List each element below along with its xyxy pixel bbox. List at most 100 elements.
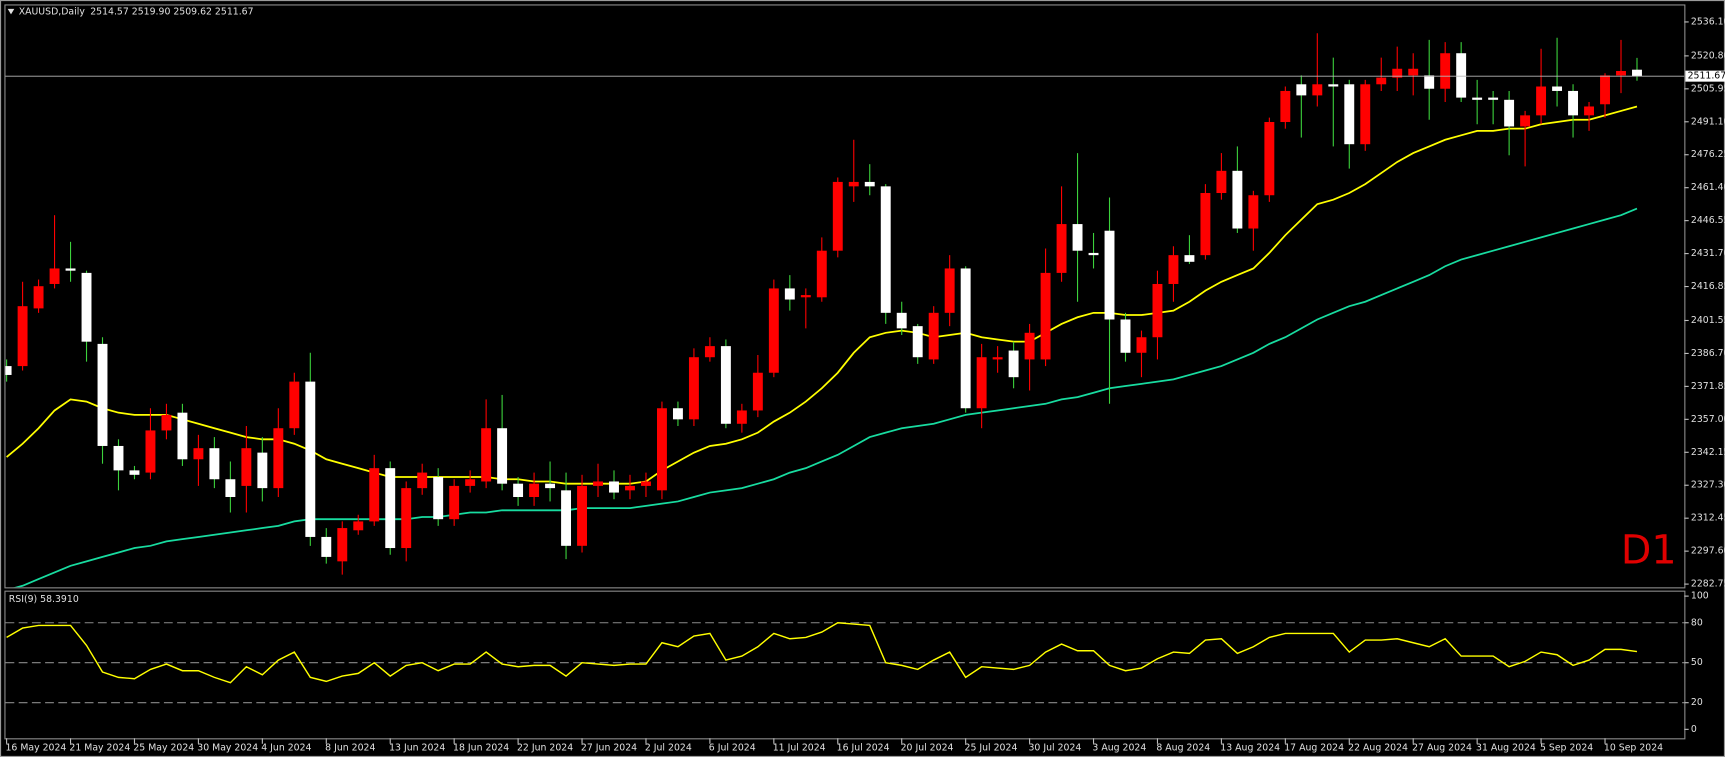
y-tick-label: 2416.85 (1691, 281, 1725, 292)
x-tick-label: 22 Jun 2024 (517, 743, 573, 754)
candle-body (992, 357, 1003, 360)
candle-body (353, 521, 364, 531)
candle-body (1616, 70, 1626, 76)
candle-body (49, 268, 60, 284)
y-tick-label: 80 (1691, 617, 1703, 628)
candle-body (752, 372, 763, 411)
y-tick-label: 2297.60 (1691, 546, 1725, 557)
candle-body (385, 468, 396, 549)
candle-body (880, 186, 891, 313)
candle-body (1344, 84, 1355, 145)
candle-body (241, 448, 252, 486)
candle-body (1072, 224, 1083, 251)
candle-body (1328, 84, 1339, 87)
candle-body (561, 490, 572, 546)
candle-body (1584, 106, 1594, 116)
y-tick-label: 2446.55 (1691, 215, 1725, 226)
candle-body (704, 346, 715, 358)
candle-body (848, 181, 859, 187)
main-panel-frame (4, 4, 1686, 589)
y-tick-label: 0 (1691, 724, 1697, 735)
candle-body (417, 472, 428, 489)
candle-body (1024, 332, 1035, 360)
candle-body (720, 346, 731, 424)
candle-body (656, 408, 667, 491)
x-tick-label: 13 Aug 2024 (1220, 743, 1280, 754)
last-price-box (1685, 70, 1725, 82)
candle-body (257, 452, 268, 489)
candle-body (896, 312, 907, 329)
candle-body (672, 408, 683, 420)
candle-body (1312, 84, 1323, 96)
candle-body (960, 268, 971, 409)
symbol-title: XAUUSD,Daily (19, 7, 86, 18)
candle-body (497, 428, 508, 484)
candle-body (193, 448, 204, 460)
x-tick-label: 8 Aug 2024 (1156, 743, 1210, 754)
y-tick-label: 2357.00 (1691, 414, 1725, 425)
candle-body (321, 536, 332, 557)
y-tick-label: 100 (1691, 591, 1709, 602)
candle-body (481, 428, 492, 482)
candle-body (1600, 75, 1610, 105)
x-tick-label: 11 Jul 2024 (773, 743, 826, 754)
candle-body (1248, 195, 1259, 229)
candle-body (17, 306, 28, 367)
y-tick-label: 20 (1691, 697, 1703, 708)
candle-body (784, 288, 795, 300)
y-tick-label: 2476.25 (1691, 149, 1725, 160)
candle-body (1232, 170, 1243, 229)
x-tick-label: 20 Jul 2024 (901, 743, 954, 754)
x-tick-label: 8 Jun 2024 (325, 743, 375, 754)
y-tick-label: 2520.80 (1691, 50, 1725, 61)
x-tick-label: 13 Jun 2024 (389, 743, 445, 754)
candle-body (1296, 84, 1307, 96)
candle-body (1552, 86, 1563, 91)
rsi-title: RSI(9) 58.3910 (9, 594, 79, 605)
candle-body (129, 470, 140, 475)
candle-body (433, 477, 444, 520)
candle-body (1392, 68, 1403, 78)
candle-body (1632, 69, 1642, 77)
candle-body (1360, 84, 1371, 145)
candle-body (33, 286, 44, 309)
candle-body (832, 181, 843, 251)
x-tick-label: 10 Sep 2024 (1604, 743, 1663, 754)
candle-body (1008, 350, 1019, 378)
x-tick-label: 17 Aug 2024 (1284, 743, 1344, 754)
candle-body (1408, 68, 1419, 76)
candle-body (1568, 90, 1579, 116)
candle-body (225, 479, 236, 497)
candle-body (577, 485, 587, 546)
candle-body (1168, 255, 1179, 284)
y-tick-label: 2505.95 (1691, 83, 1725, 94)
moving-average-line (13, 207, 1638, 588)
candle-body (65, 268, 76, 271)
candle-body (912, 326, 923, 358)
candle-body (609, 481, 619, 493)
y-tick-label: 2312.45 (1691, 513, 1725, 524)
last-price-label: 2511.67 (1688, 71, 1725, 82)
candle-body (209, 448, 220, 480)
candle-body (81, 272, 92, 342)
y-tick-label: 2401.55 (1691, 315, 1725, 326)
x-tick-label: 30 Jul 2024 (1028, 743, 1081, 754)
menu-triangle[interactable] (7, 8, 15, 15)
candle-body (625, 485, 635, 491)
candle-body (529, 483, 540, 497)
y-tick-label: 2371.85 (1691, 381, 1725, 392)
candle-body (1136, 337, 1147, 353)
candle-body (944, 268, 955, 313)
candle-body (688, 357, 699, 420)
candle-body (177, 412, 188, 460)
rsi-panel-frame (4, 590, 1686, 740)
candle-body (97, 343, 108, 446)
y-tick-label: 2282.75 (1691, 579, 1725, 590)
y-tick-label: 2342.15 (1691, 447, 1725, 458)
candle-body (513, 483, 524, 497)
x-tick-label: 21 May 2024 (69, 743, 130, 754)
rsi-line (6, 622, 1638, 684)
candle-body (1440, 53, 1451, 89)
candle-body (465, 479, 476, 486)
candle-body (1456, 53, 1467, 98)
